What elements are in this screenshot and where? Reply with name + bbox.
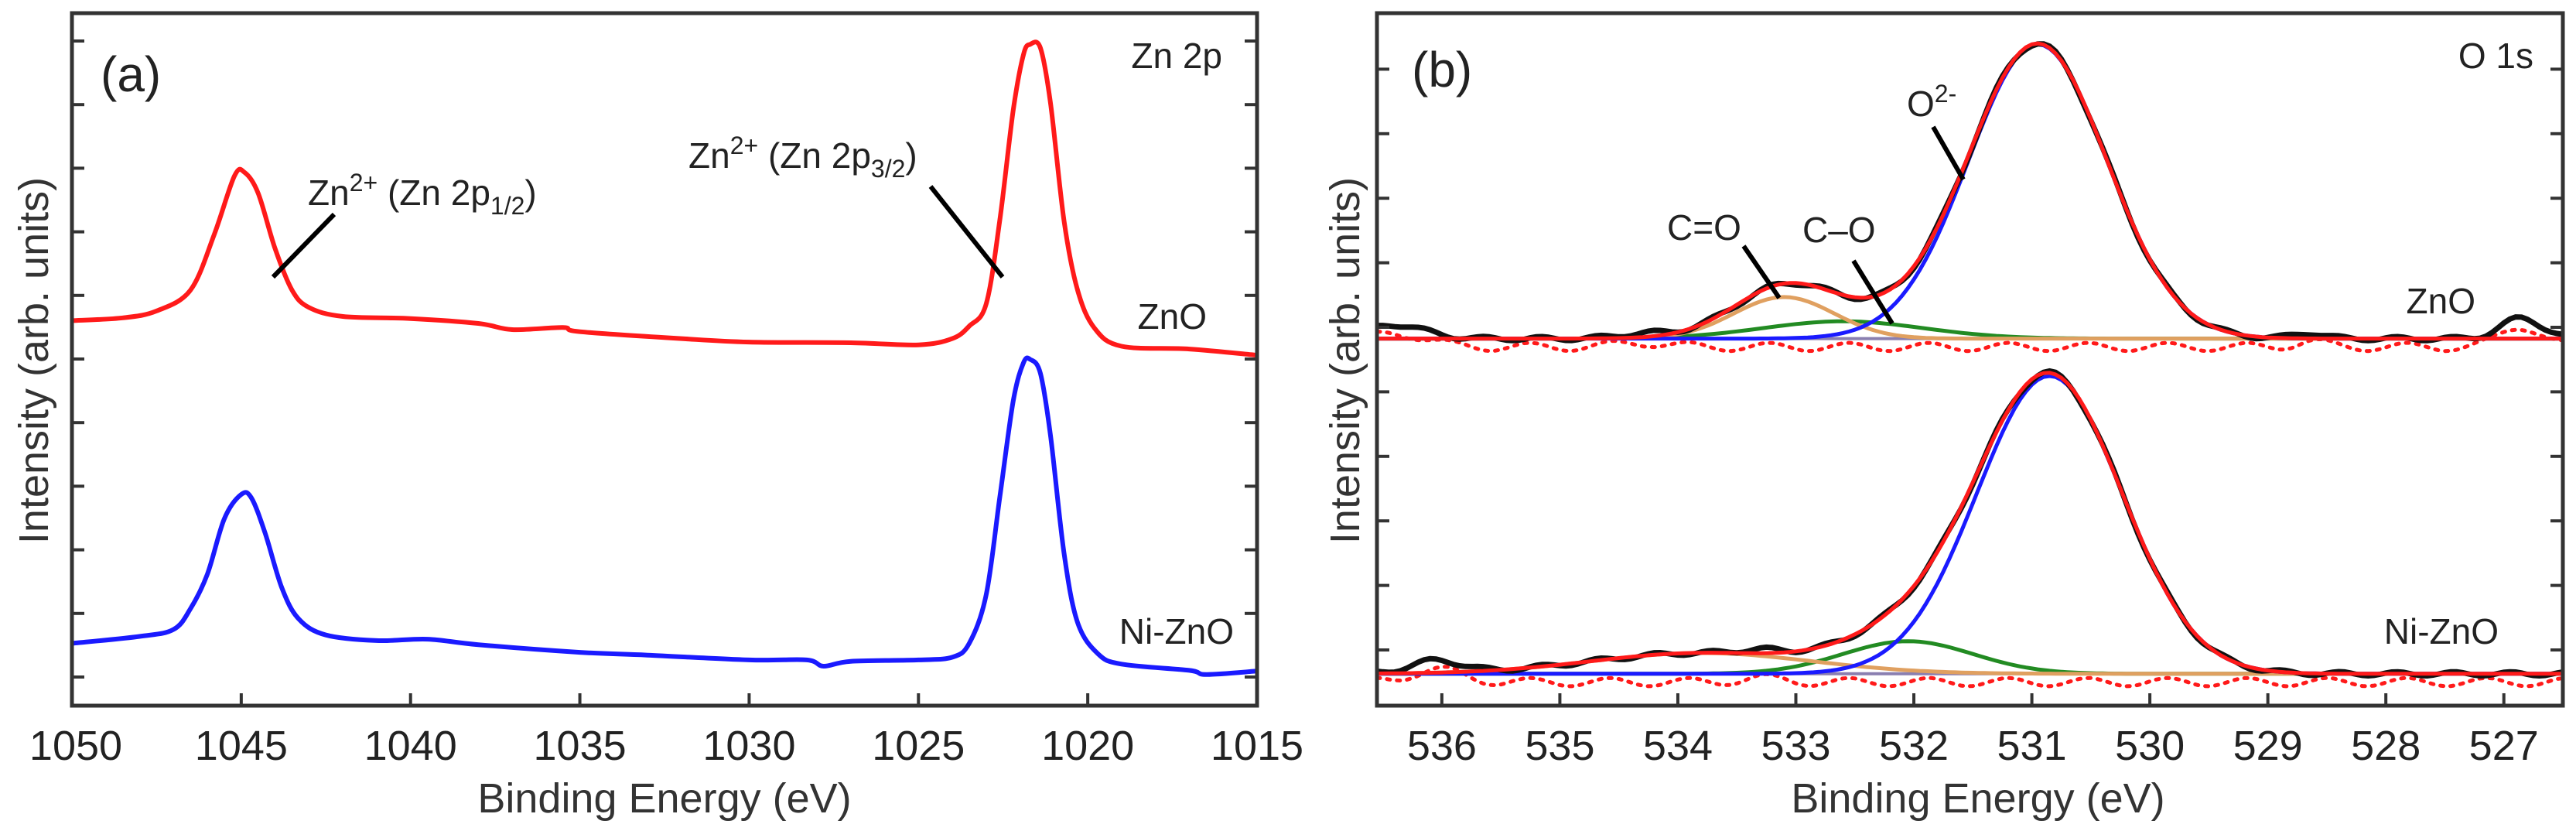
panel-title-a: Zn 2p [1131, 36, 1222, 76]
x-tick-label: 529 [2233, 723, 2303, 769]
x-tick-label: 531 [1997, 723, 2067, 769]
x-tick-label: 533 [1761, 723, 1830, 769]
panel-title-b: O 1s [2458, 36, 2533, 76]
x-tick-label: 535 [1525, 723, 1594, 769]
x-tick-label: 536 [1407, 723, 1477, 769]
curves-b [1375, 41, 2565, 689]
envelope-zno [1377, 41, 2563, 341]
curves-a [71, 39, 1258, 677]
annotation-pointer-c-single-o [1851, 259, 1894, 325]
residual-zno [1375, 327, 2565, 354]
panel-label-b: (b) [1412, 42, 1472, 97]
x-tick-label: 1015 [1211, 723, 1303, 769]
ticks-a: 1050 1045 1040 1035 1030 1025 1020 1015 [29, 39, 1303, 769]
panel-label-a: (a) [101, 46, 161, 102]
residual-ni-zno [1375, 665, 2565, 689]
x-tick-label: 1020 [1041, 723, 1134, 769]
x-tick-label: 530 [2115, 723, 2185, 769]
y-axis-title-a: Intensity (arb. units) [11, 177, 57, 544]
envelope-ni-zno [1376, 371, 2563, 676]
x-tick-label: 1030 [702, 723, 795, 769]
series-ni-zno-line [71, 355, 1258, 677]
panel-b-o1s: 536 535 534 533 532 531 530 529 528 527 (b) O 1s … [1322, 11, 2565, 822]
plot-frame-b [1375, 11, 2565, 708]
y-axis-title-b: Intensity (arb. units) [1322, 177, 1368, 544]
sample-label-nizno-b: Ni-ZnO [2384, 611, 2499, 651]
x-tick-label: 534 [1643, 723, 1713, 769]
annotation-pointer-c-double-o [1741, 245, 1782, 299]
sample-label-zno-b: ZnO [2407, 281, 2475, 321]
annotation-zn2p32: Zn2+ (Zn 2p3/2) [688, 132, 917, 183]
x-axis-title-a: Binding Energy (eV) [477, 775, 851, 822]
x-tick-label: 1045 [195, 723, 288, 769]
annotation-zn2p12: Zn2+ (Zn 2p1/2) [308, 169, 537, 220]
annotation-c-double-o: C=O [1667, 207, 1741, 248]
x-tick-label: 1025 [872, 723, 965, 769]
ticks-b: 536 535 534 533 532 531 530 529 528 527 [1377, 67, 2563, 769]
annotation-pointer-zn2p12 [271, 212, 337, 279]
x-axis-title-b: Binding Energy (eV) [1791, 775, 2164, 822]
annotation-c-single-o: C–O [1802, 210, 1876, 250]
x-tick-label: 1040 [364, 723, 457, 769]
x-tick-label: 1050 [29, 723, 122, 769]
x-tick-label: 527 [2469, 723, 2539, 769]
panel-a-zn2p: 1050 1045 1040 1035 1030 1025 1020 1015 (a) Zn … [11, 11, 1303, 822]
x-tick-label: 1035 [534, 723, 627, 769]
sample-label-zno-a: ZnO [1138, 296, 1207, 337]
annotation-pointer-o2minus [1931, 125, 1966, 181]
annotation-pointer-zn2p32 [928, 185, 1005, 279]
annotation-o2minus: O2- [1907, 80, 1956, 124]
sample-label-nizno-a: Ni-ZnO [1119, 611, 1234, 651]
x-tick-label: 528 [2351, 723, 2421, 769]
x-tick-label: 532 [1879, 723, 1949, 769]
series-zno-line [71, 39, 1258, 358]
